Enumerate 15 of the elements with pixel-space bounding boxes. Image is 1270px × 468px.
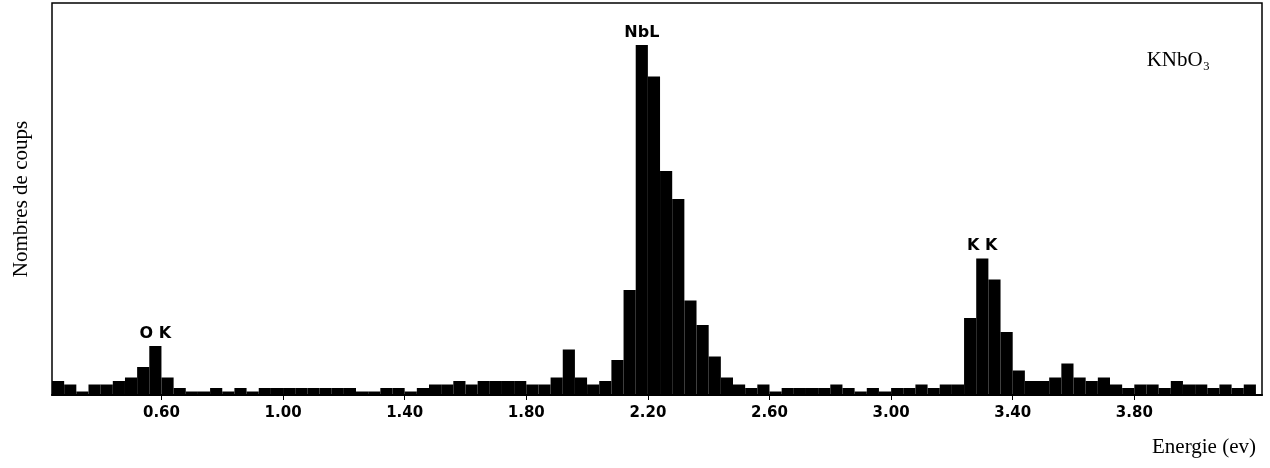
y-axis-title: Nombres de coups bbox=[7, 120, 32, 278]
annotation: O K bbox=[139, 322, 172, 342]
x-tick-label: 3.80 bbox=[1115, 402, 1153, 421]
x-tick-label: 3.40 bbox=[994, 402, 1032, 421]
annotation: NbL bbox=[624, 21, 660, 41]
x-tick-label: 1.40 bbox=[386, 402, 424, 421]
x-tick-label: 1.00 bbox=[264, 402, 302, 421]
x-tick-label: 2.60 bbox=[750, 402, 788, 421]
x-tick-label: 2.20 bbox=[629, 402, 667, 421]
annotation: KNbO₃ bbox=[1146, 46, 1211, 71]
x-tick-label: 0.60 bbox=[142, 402, 180, 421]
x-tick-label: 1.80 bbox=[507, 402, 545, 421]
x-tick-label: 3.00 bbox=[872, 402, 910, 421]
x-axis-title: Energie (ev) bbox=[1152, 433, 1256, 458]
annotation: K K bbox=[967, 235, 999, 254]
